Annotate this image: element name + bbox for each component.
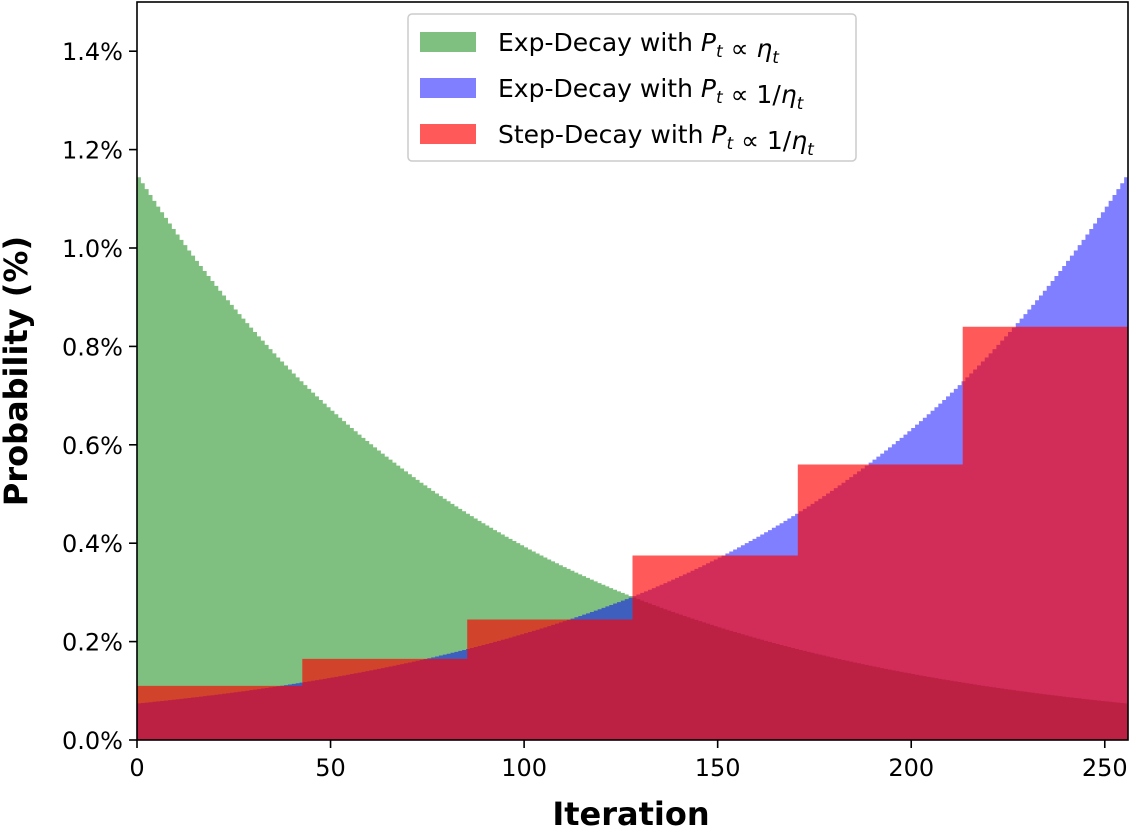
legend-swatch-3 bbox=[420, 124, 476, 144]
plot-area bbox=[137, 177, 1128, 740]
legend-box bbox=[407, 13, 857, 162]
x-tick-label: 50 bbox=[315, 754, 346, 782]
legend: Exp-Decay with Pt ∝ ηt Exp-Decay with Pt … bbox=[407, 13, 857, 162]
x-tick-label: 0 bbox=[129, 754, 144, 782]
y-tick-label: 1.4% bbox=[62, 38, 123, 66]
legend-swatch-2 bbox=[420, 78, 476, 98]
y-tick-label: 0.2% bbox=[62, 629, 123, 657]
legend-label-3: Step-Decay with Pt ∝ 1/ηt bbox=[498, 120, 815, 160]
y-tick-label: 0.0% bbox=[62, 727, 123, 755]
legend-label-2: Exp-Decay with Pt ∝ 1/ηt bbox=[498, 74, 805, 114]
y-tick-label: 1.2% bbox=[62, 137, 123, 165]
legend-label-1: Exp-Decay with Pt ∝ ηt bbox=[498, 28, 780, 68]
x-tick-label: 100 bbox=[501, 754, 547, 782]
x-tick-label: 150 bbox=[695, 754, 741, 782]
plot-frame bbox=[136, 1, 1129, 741]
series-area-1 bbox=[137, 177, 1128, 740]
legend-swatch-1 bbox=[420, 32, 476, 52]
y-tick-label: 1.0% bbox=[62, 235, 123, 263]
axes: 0 50 100 150 200 250 0.0% 0.2% 0.4% 0.6% 0.8% 1.0% 1… bbox=[62, 1, 1129, 782]
x-axis-title: Iteration bbox=[552, 795, 709, 827]
y-tick-label: 0.4% bbox=[62, 530, 123, 558]
y-axis-title: Probability (%) bbox=[0, 236, 35, 506]
x-tick-label: 250 bbox=[1082, 754, 1128, 782]
x-tick-label: 200 bbox=[888, 754, 934, 782]
series-area-3 bbox=[137, 326, 1128, 740]
y-tick-label: 0.6% bbox=[62, 432, 123, 460]
y-tick-label: 0.8% bbox=[62, 333, 123, 361]
